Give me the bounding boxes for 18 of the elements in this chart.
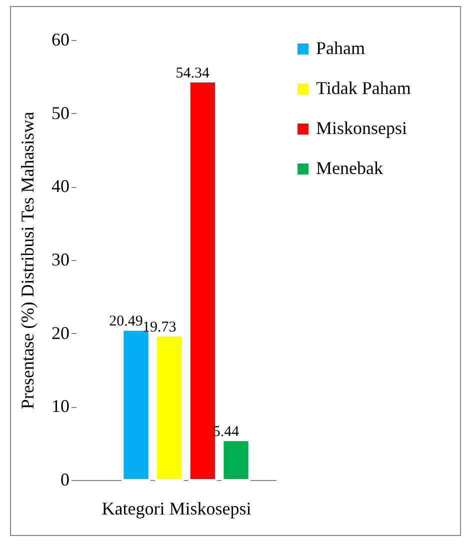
y-tick-label: 0 xyxy=(60,470,70,490)
legend-label: Menebak xyxy=(316,158,383,178)
bar xyxy=(155,334,184,481)
y-tick-label: 20 xyxy=(52,322,70,343)
y-tick-label: 60 xyxy=(52,30,70,50)
y-tick-label: 50 xyxy=(52,102,70,123)
y-tick-label: 30 xyxy=(52,250,70,270)
legend-label: Paham xyxy=(316,38,365,58)
y-tick-label: 40 xyxy=(52,176,70,196)
data-label: 54.34 xyxy=(176,66,210,82)
y-tick-label: 10 xyxy=(52,396,70,416)
y-axis-title: Presentase (%) Distribusi Tes Mahasiswa xyxy=(18,112,38,410)
data-label: 19.73 xyxy=(142,319,176,336)
legend-label: Miskonsepsi xyxy=(316,118,408,138)
x-axis-title: Kategori Miskosepsi xyxy=(102,498,252,518)
bar xyxy=(222,439,250,481)
legend-label: Tidak Paham xyxy=(316,78,411,98)
data-label: 20.49 xyxy=(109,314,143,330)
